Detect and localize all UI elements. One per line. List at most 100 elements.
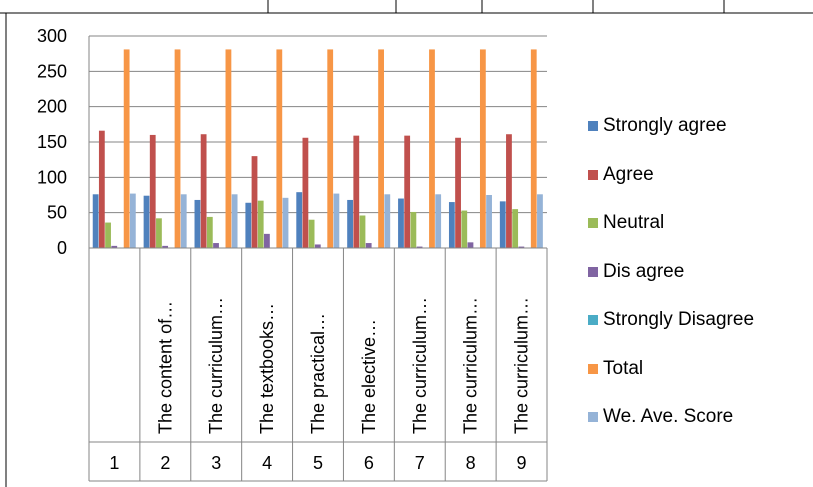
bar-strongly-agree: [92, 194, 99, 248]
category-label: The curriculum…: [461, 297, 481, 434]
category-label: The practical…: [308, 313, 328, 434]
bar-total: [327, 49, 334, 248]
bar-dis-agree: [416, 246, 423, 248]
bar-neutral: [308, 219, 315, 248]
bar-we-ave-score: [282, 197, 289, 248]
category-number: 5: [313, 453, 323, 473]
legend-swatch: [588, 218, 598, 228]
legend-item-agree: Agree: [588, 162, 654, 188]
bar-total: [225, 49, 232, 248]
category-label: The textbooks…: [257, 303, 277, 434]
bar-agree: [353, 135, 360, 248]
category-label: The elective…: [359, 319, 379, 434]
bar-we-ave-score: [180, 194, 187, 248]
bar-total: [530, 49, 537, 248]
bar-dis-agree: [162, 245, 169, 248]
bar-agree: [455, 137, 461, 248]
legend-label: Total: [603, 357, 644, 379]
bar-strongly-agree: [499, 201, 506, 248]
bar-agree: [404, 135, 411, 248]
bar-neutral: [206, 216, 213, 248]
bar-agree: [200, 134, 207, 248]
bar-agree: [98, 130, 105, 248]
category-number: 3: [211, 453, 221, 473]
legend-item-we-ave-score: We. Ave. Score: [588, 404, 733, 430]
legend-label: Strongly agree: [603, 115, 727, 136]
legend-swatch: [588, 315, 598, 325]
y-tick-label: 150: [37, 132, 67, 152]
bar-we-ave-score: [537, 194, 543, 248]
legend-label: Strongly Disagree: [603, 309, 755, 330]
bar-total: [378, 49, 384, 248]
legend-swatch: [588, 412, 598, 422]
bar-dis-agree: [467, 242, 474, 248]
legend-swatch: [588, 121, 598, 131]
bar-we-ave-score: [129, 193, 136, 248]
legend-label: We. Ave. Score: [603, 406, 734, 427]
bar-total: [123, 49, 130, 248]
y-tick-label: 100: [37, 167, 67, 187]
bar-strongly-agree: [448, 202, 455, 248]
bar-strongly-agree: [296, 192, 303, 248]
bar-agree: [149, 134, 156, 248]
category-label: The curriculum…: [410, 297, 430, 434]
category-number: 9: [517, 453, 527, 473]
bar-agree: [302, 137, 309, 248]
bar-total: [174, 49, 181, 248]
category-number: 1: [109, 453, 119, 473]
bar-dis-agree: [111, 245, 118, 248]
y-tick-label: 250: [37, 61, 67, 81]
bar-we-ave-score: [333, 193, 340, 248]
bar-neutral: [105, 222, 111, 248]
bar-neutral: [512, 209, 519, 248]
y-tick-label: 200: [37, 97, 67, 117]
category-number: 8: [466, 453, 476, 473]
legend-label: Neutral: [603, 212, 665, 233]
bar-we-ave-score: [231, 194, 238, 248]
bar-total: [479, 49, 486, 248]
bar-dis-agree: [518, 246, 525, 248]
bar-strongly-agree: [143, 195, 150, 248]
category-number: 2: [160, 453, 170, 473]
y-tick-label: 0: [57, 238, 67, 258]
legend-item-total: Total: [588, 356, 643, 382]
bar-total: [429, 49, 435, 248]
bar-dis-agree: [314, 244, 321, 248]
bar-we-ave-score: [486, 195, 492, 248]
category-label: The curriculum…: [512, 297, 532, 434]
category-label: The curriculum…: [206, 297, 226, 434]
legend-swatch: [588, 266, 598, 277]
legend-swatch: [588, 169, 598, 180]
bar-neutral: [257, 200, 264, 248]
bar-agree: [251, 156, 258, 248]
bar-neutral: [461, 210, 468, 248]
bar-we-ave-score: [435, 194, 442, 248]
legend-label: Dis agree: [603, 260, 685, 282]
legend-label: Agree: [603, 163, 654, 185]
bar-strongly-agree: [245, 202, 252, 248]
legend-item-dis-agree: Dis agree: [588, 259, 684, 285]
category-label: The content of…: [155, 301, 175, 434]
bar-total: [276, 49, 283, 248]
legend-item-strongly-disagree: Strongly Disagree: [588, 307, 754, 333]
bar-neutral: [410, 211, 417, 248]
y-tick-label: 50: [47, 203, 67, 223]
bar-dis-agree: [264, 233, 270, 248]
category-number: 6: [364, 453, 374, 473]
bar-strongly-agree: [347, 199, 353, 248]
bar-agree: [506, 134, 512, 248]
bar-strongly-agree: [398, 198, 404, 248]
legend-swatch: [588, 363, 598, 374]
bar-we-ave-score: [384, 194, 391, 248]
bar-neutral: [156, 218, 162, 248]
legend-item-neutral: Neutral: [588, 210, 664, 236]
legend-item-strongly-agree: Strongly agree: [588, 113, 727, 139]
bar-strongly-agree: [194, 199, 201, 248]
category-number: 7: [415, 453, 425, 473]
bar-dis-agree: [213, 243, 219, 248]
bar-neutral: [359, 215, 366, 248]
y-tick-label: 300: [37, 26, 67, 46]
category-number: 4: [262, 453, 272, 473]
